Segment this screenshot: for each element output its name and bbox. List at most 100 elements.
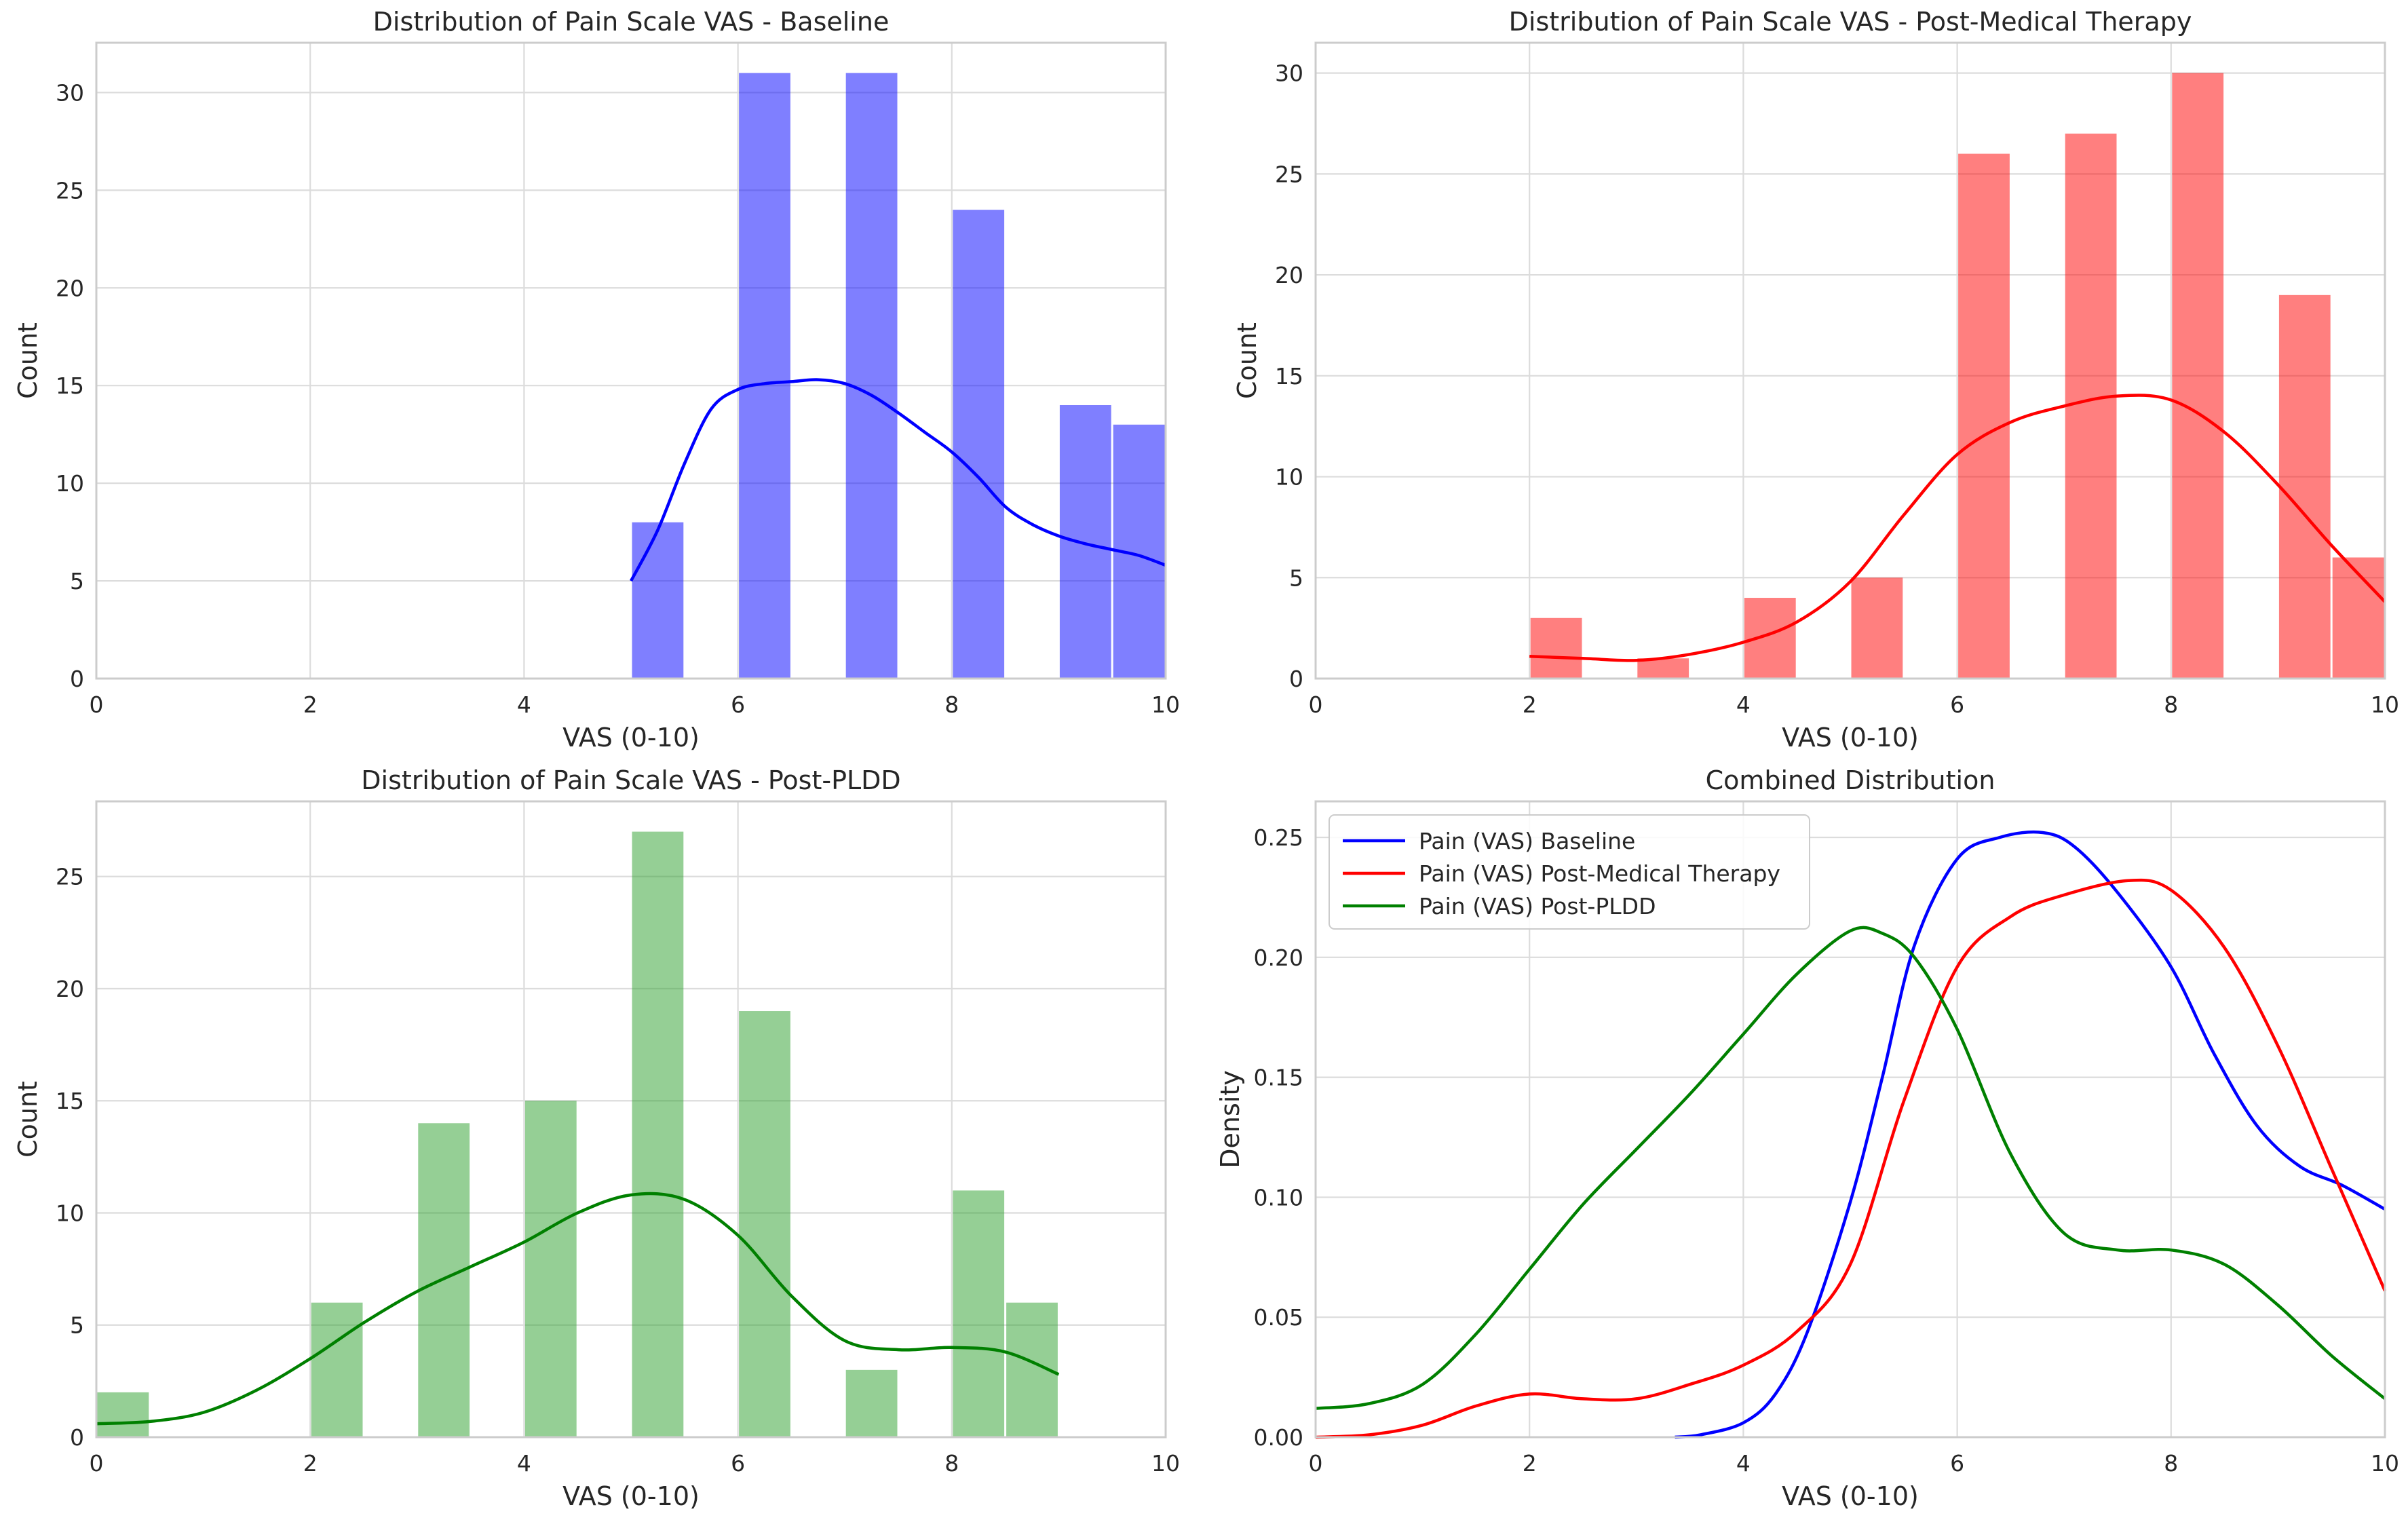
y-tick-label: 20 <box>1275 262 1303 288</box>
y-tick-label: 0 <box>70 666 84 692</box>
chart-panel-3: 0 2 4 6 8 10 0 5 10 15 20 25 Distribution of Pain Sc… <box>13 765 1180 1511</box>
histogram-bar <box>953 1190 1005 1437</box>
y-tick-label: 20 <box>56 275 84 301</box>
plot-area <box>96 43 1166 679</box>
y-tick-label: 15 <box>56 373 84 399</box>
y-tick-label: 10 <box>56 1200 84 1226</box>
x-tick-label: 8 <box>2164 1450 2178 1477</box>
kde-line <box>96 1192 1060 1426</box>
x-tick-label: 2 <box>1523 691 1537 718</box>
x-tick-label: 8 <box>944 1450 959 1477</box>
x-tick-label: 10 <box>1151 691 1180 718</box>
chart-panel-1: 0 2 4 6 8 10 0 5 10 15 20 25 30 Distribution of Pain … <box>13 7 1180 753</box>
legend-label: Pain (VAS) Post-Medical Therapy <box>1419 860 1780 887</box>
histogram-bar <box>524 1101 577 1437</box>
y-tick-label: 0 <box>1289 666 1303 692</box>
histogram-bar <box>739 73 790 679</box>
y-tick-label: 25 <box>56 864 84 890</box>
y-tick-label: 5 <box>70 1312 84 1339</box>
y-tick-label: 0.00 <box>1254 1424 1303 1451</box>
chart-title: Distribution of Pain Scale VAS - Post-PL… <box>361 765 900 795</box>
y-tick-label: 25 <box>56 177 84 204</box>
chart-title: Distribution of Pain Scale VAS - Post-Me… <box>1509 7 2192 37</box>
legend-box <box>1329 814 1810 930</box>
x-tick-label: 8 <box>2164 691 2178 718</box>
chart-title: Combined Distribution <box>1706 765 1995 795</box>
histogram-bar <box>2332 557 2384 679</box>
x-tick-label: 0 <box>1309 691 1323 718</box>
y-axis-label: Count <box>13 322 43 399</box>
chart-panel-2: 0 2 4 6 8 10 0 5 10 15 20 25 30 Distribution of Pain … <box>1232 7 2399 753</box>
x-tick-label: 6 <box>1950 691 1964 718</box>
axes-frame <box>95 41 1167 680</box>
legend-label: Pain (VAS) Post-PLDD <box>1419 893 1656 919</box>
x-tick-label: 4 <box>517 691 531 718</box>
x-tick-label: 10 <box>2371 691 2399 718</box>
x-axis-label: VAS (0-10) <box>1782 1481 1919 1511</box>
histogram-bar <box>739 1011 790 1437</box>
kde-line <box>630 378 1166 582</box>
chart-panel-4: 0 2 4 6 8 10 0.00 0.05 0.10 0.15 0.20 0.25 Combined … <box>1215 765 2399 1511</box>
x-tick-label: 0 <box>90 1450 104 1477</box>
y-axis-label: Density <box>1215 1070 1245 1168</box>
y-tick-label: 5 <box>1289 565 1303 591</box>
y-tick-label: 15 <box>56 1088 84 1114</box>
x-tick-label: 0 <box>1309 1450 1323 1477</box>
histogram-bar <box>2172 73 2224 679</box>
histogram-bar <box>632 831 684 1437</box>
histogram-bar <box>311 1302 363 1437</box>
histogram-bar <box>2065 133 2117 679</box>
x-tick-label: 4 <box>517 1450 531 1477</box>
kde-line <box>1529 394 2386 662</box>
y-tick-label: 25 <box>1275 161 1303 187</box>
y-tick-label: 0.15 <box>1254 1065 1303 1091</box>
legend-label: Pain (VAS) Baseline <box>1419 828 1635 854</box>
density-line <box>1315 926 2386 1410</box>
density-line <box>1315 878 2387 1439</box>
y-axis-label: Count <box>13 1081 43 1158</box>
histogram-bar <box>1637 658 1689 679</box>
histogram-bar <box>1059 404 1111 679</box>
x-tick-label: 6 <box>1950 1450 1964 1477</box>
y-tick-label: 20 <box>56 976 84 1002</box>
y-tick-label: 0.05 <box>1254 1304 1303 1331</box>
y-tick-label: 10 <box>1275 464 1303 491</box>
y-tick-label: 0 <box>70 1424 84 1451</box>
x-tick-label: 2 <box>303 1450 318 1477</box>
histogram-bar <box>2278 294 2331 679</box>
x-tick-label: 2 <box>303 691 318 718</box>
plot-area <box>96 801 1166 1437</box>
histogram-bar <box>1530 617 1582 679</box>
y-tick-label: 10 <box>56 470 84 497</box>
x-tick-label: 6 <box>731 691 745 718</box>
x-tick-label: 10 <box>2371 1450 2399 1477</box>
x-axis-label: VAS (0-10) <box>562 723 700 753</box>
x-tick-label: 4 <box>1736 1450 1751 1477</box>
x-tick-label: 6 <box>731 1450 745 1477</box>
x-tick-label: 0 <box>90 691 104 718</box>
y-tick-label: 0.20 <box>1254 945 1303 971</box>
axes-frame <box>1314 800 2386 1439</box>
histogram-bar <box>632 522 684 679</box>
x-tick-label: 10 <box>1151 1450 1180 1477</box>
histogram-bar <box>845 73 898 679</box>
histogram-bar <box>1851 577 1903 679</box>
y-tick-label: 30 <box>1275 60 1303 87</box>
x-axis-label: VAS (0-10) <box>562 1481 700 1511</box>
y-tick-label: 0.25 <box>1254 824 1303 851</box>
density-line <box>1675 830 2386 1439</box>
y-tick-label: 30 <box>56 79 84 106</box>
y-axis-label: Count <box>1232 322 1262 399</box>
histogram-bar <box>97 1392 149 1437</box>
x-axis-label: VAS (0-10) <box>1782 723 1919 753</box>
x-tick-label: 2 <box>1523 1450 1537 1477</box>
histogram-bar <box>1958 153 2010 679</box>
chart-title: Distribution of Pain Scale VAS - Baselin… <box>373 7 890 37</box>
x-tick-label: 4 <box>1736 691 1751 718</box>
y-tick-label: 0.10 <box>1254 1184 1303 1211</box>
x-tick-label: 8 <box>944 691 959 718</box>
y-tick-label: 5 <box>70 568 84 594</box>
legend: Pain (VAS) Baseline Pain (VAS) Post-Medic… <box>1329 814 1810 930</box>
histogram-bar <box>953 210 1005 679</box>
